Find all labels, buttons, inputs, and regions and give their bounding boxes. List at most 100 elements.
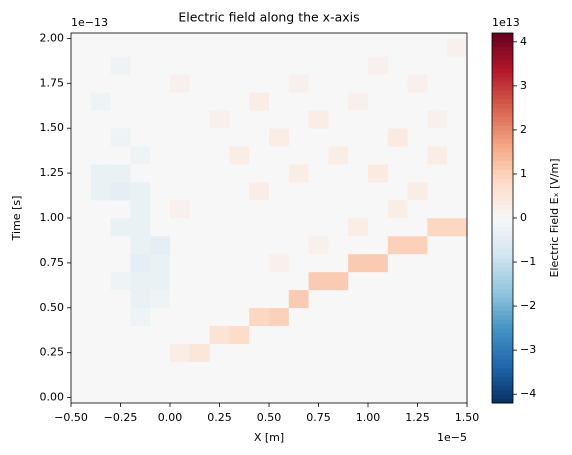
cell	[269, 92, 290, 111]
cell	[387, 379, 408, 398]
colorbar-segment	[492, 244, 513, 250]
cell	[249, 128, 270, 147]
cell	[407, 289, 428, 309]
cell	[249, 253, 270, 273]
cell	[150, 110, 171, 129]
cell	[308, 343, 329, 362]
colorbar-tick-label: 4	[520, 35, 527, 48]
cell	[288, 38, 309, 57]
cell	[269, 200, 290, 219]
colorbar-segment	[492, 363, 513, 369]
cell	[249, 182, 270, 201]
cell	[150, 343, 171, 362]
cell	[170, 110, 191, 129]
cell	[269, 182, 290, 201]
cell	[368, 74, 389, 93]
cell	[308, 146, 329, 165]
cell	[71, 218, 92, 237]
cell	[368, 146, 389, 165]
cell	[427, 128, 448, 147]
cell	[348, 110, 369, 129]
cell	[110, 361, 131, 380]
cell	[90, 343, 111, 362]
cell	[71, 56, 92, 75]
cell	[368, 379, 389, 398]
colorbar-segment	[492, 151, 513, 157]
cell	[407, 92, 428, 111]
cell	[447, 164, 468, 183]
cell	[427, 92, 448, 111]
cell	[407, 74, 428, 93]
cell	[387, 235, 408, 255]
cell	[189, 218, 210, 237]
cell	[71, 289, 92, 309]
cell	[170, 74, 191, 93]
cell	[110, 218, 131, 237]
cell	[328, 74, 349, 93]
cell	[90, 253, 111, 273]
cell	[189, 74, 210, 93]
cell	[90, 92, 111, 111]
cell	[170, 200, 191, 219]
cell	[249, 38, 270, 57]
cell	[308, 379, 329, 398]
cell	[170, 182, 191, 201]
cell	[328, 38, 349, 57]
colorbar-segment	[492, 143, 513, 149]
cell	[447, 289, 468, 309]
cell	[209, 289, 230, 309]
colorbar-segment	[492, 345, 513, 351]
cell	[71, 325, 92, 345]
cell	[170, 253, 191, 273]
cell	[288, 128, 309, 147]
cell	[328, 146, 349, 165]
x-tick-label: 1.00	[356, 411, 381, 424]
cell	[249, 74, 270, 93]
cell	[130, 271, 151, 291]
cell	[229, 289, 250, 309]
cell	[90, 38, 111, 57]
cell	[407, 110, 428, 129]
cell	[110, 92, 131, 111]
cell	[90, 74, 111, 93]
cell	[407, 307, 428, 327]
cell	[229, 253, 250, 273]
cell	[150, 253, 171, 273]
colorbar-segment	[492, 63, 513, 69]
cell	[249, 361, 270, 380]
cell	[71, 343, 92, 362]
colorbar-segment	[492, 200, 513, 206]
cell	[269, 38, 290, 57]
cell	[387, 361, 408, 380]
cell	[407, 146, 428, 165]
cell	[209, 56, 230, 75]
colorbar-tick-label: 2	[520, 123, 527, 136]
cell	[170, 38, 191, 57]
cell	[348, 74, 369, 93]
colorbar-segment	[492, 187, 513, 193]
cell	[427, 325, 448, 345]
cell	[308, 271, 329, 291]
cell	[189, 38, 210, 57]
colorbar-segment	[492, 125, 513, 131]
cell	[308, 200, 329, 219]
cell	[368, 218, 389, 237]
cell	[288, 307, 309, 327]
cell	[269, 128, 290, 147]
colorbar-label: Electric Field Eₓ [V/m]	[548, 158, 561, 277]
cell	[130, 379, 151, 398]
cell	[328, 235, 349, 255]
cell	[407, 218, 428, 237]
colorbar-segment	[492, 169, 513, 175]
cell	[189, 289, 210, 309]
cell	[209, 307, 230, 327]
cell	[348, 146, 369, 165]
cell	[170, 361, 191, 380]
cell	[348, 56, 369, 75]
cell	[288, 253, 309, 273]
cell	[130, 92, 151, 111]
cell	[130, 218, 151, 237]
cell	[308, 182, 329, 201]
y-tick-label: 1.75	[40, 76, 65, 89]
cell	[71, 200, 92, 219]
